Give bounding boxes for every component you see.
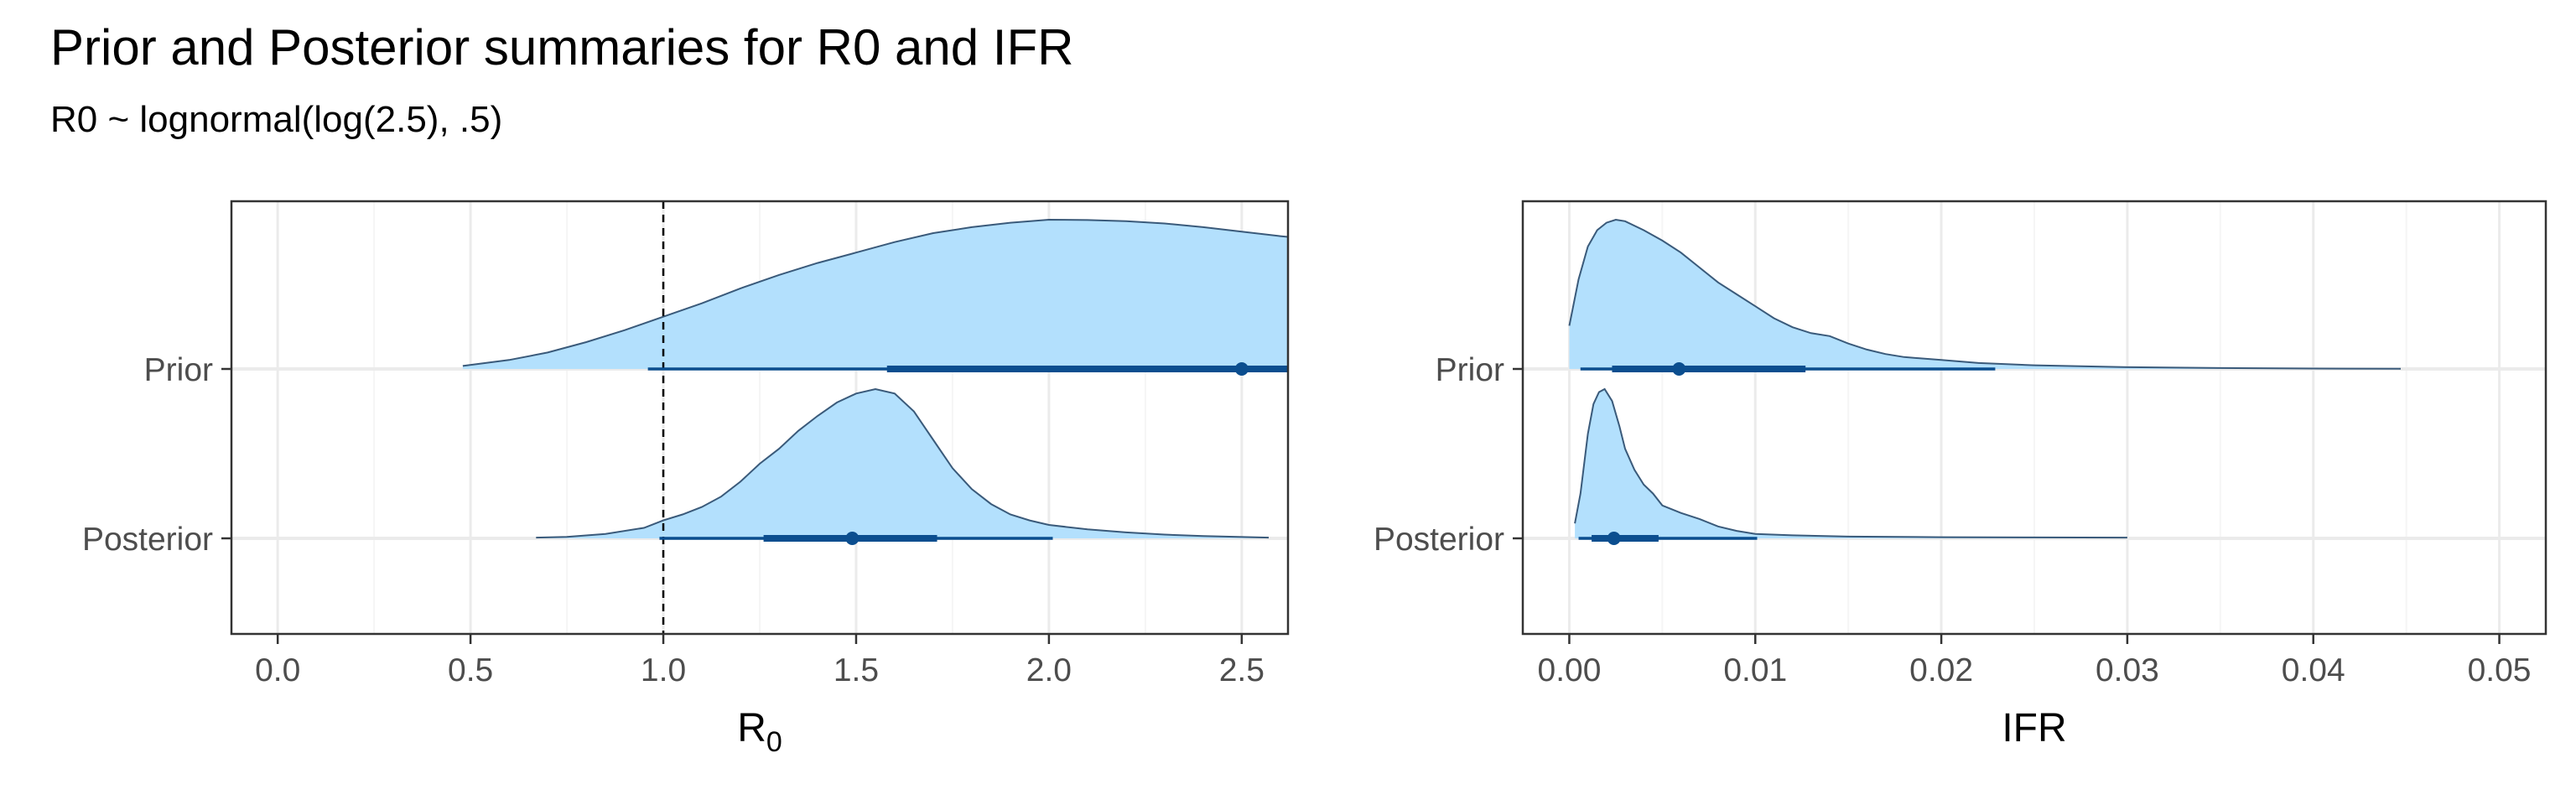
density-prior [462, 220, 1288, 369]
x-tick-label: 0.03 [2096, 652, 2159, 688]
y-tick-label: Prior [1436, 352, 1504, 388]
y-tick-label: Posterior [82, 522, 213, 558]
point-estimate-prior [1672, 362, 1686, 376]
density-outline-posterior [1574, 387, 2127, 539]
page-title: Prior and Posterior summaries for R0 and… [50, 19, 1074, 75]
x-axis-title: R0 [737, 706, 782, 758]
x-tick-label: 0.00 [1538, 652, 1602, 688]
x-tick-label: 1.0 [641, 652, 686, 688]
x-tick-label: 1.5 [834, 652, 879, 688]
density-posterior [1575, 389, 2127, 538]
density-prior [1569, 220, 2401, 369]
x-tick-label: 0.0 [255, 652, 300, 688]
x-tick-label: 0.05 [2468, 652, 2532, 688]
panel-border [230, 200, 1290, 636]
y-tick-label: Prior [144, 352, 213, 388]
x-tick-label: 0.02 [1909, 652, 1973, 688]
plot-area [462, 201, 1288, 634]
x-tick-label: 0.01 [1723, 652, 1787, 688]
chart-panel-1: 0.0 0.5 1.0 1.5 2.0 2.5 Prior Posterior R0 [82, 200, 1290, 758]
y-tick-label: Posterior [1374, 522, 1504, 558]
page-subtitle: R0 ~ lognormal(log(2.5), .5) [50, 99, 503, 140]
point-estimate-posterior [845, 532, 860, 545]
plot-area [1568, 218, 2402, 545]
density-posterior [536, 389, 1269, 538]
chart-panel-2: 0.00 0.01 0.02 0.03 0.04 0.05 Prior Posterior IF… [1374, 200, 2547, 750]
density-outline-posterior [536, 387, 1270, 539]
density-outline-prior [1568, 218, 2402, 370]
density-outline-prior [462, 218, 1288, 367]
point-estimate-prior [1234, 362, 1249, 376]
x-tick-label: 2.5 [1219, 652, 1265, 688]
x-tick-label: 0.5 [448, 652, 493, 688]
point-estimate-posterior [1607, 532, 1621, 545]
x-tick-label: 2.0 [1026, 652, 1072, 688]
x-tick-label: 0.04 [2282, 652, 2345, 688]
panel-border [1521, 200, 2547, 636]
x-axis-title: IFR [2002, 706, 2066, 750]
